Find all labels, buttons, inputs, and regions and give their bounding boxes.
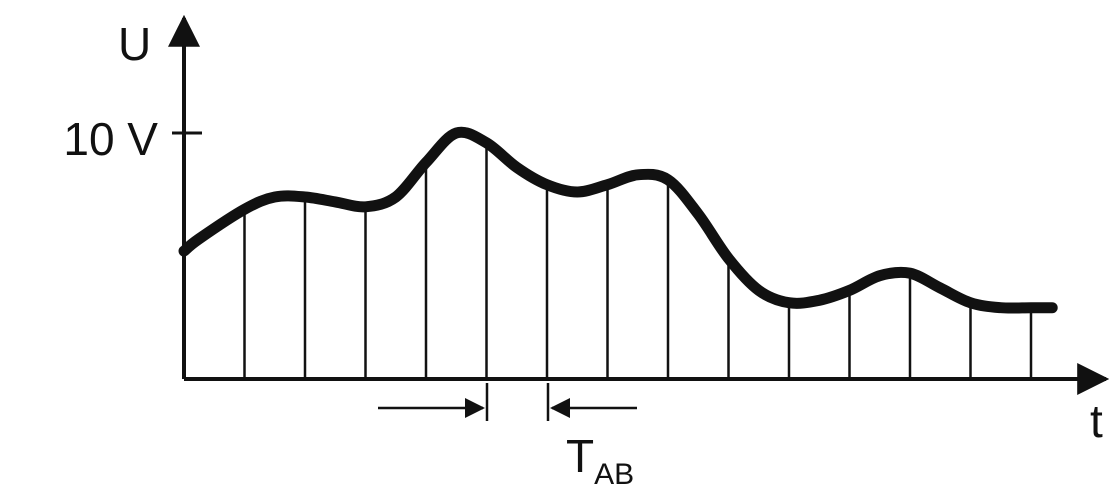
signal-curve — [178, 126, 1058, 314]
x-axis-label: t — [1090, 395, 1103, 447]
interval-label: TAB — [566, 430, 634, 490]
tick-label-10v: 10 V — [63, 113, 158, 165]
interval-label-sub: AB — [594, 458, 634, 490]
y-axis-label: U — [118, 18, 151, 70]
sample-lines — [243, 142, 1033, 379]
interval-label-main: T — [566, 430, 594, 482]
